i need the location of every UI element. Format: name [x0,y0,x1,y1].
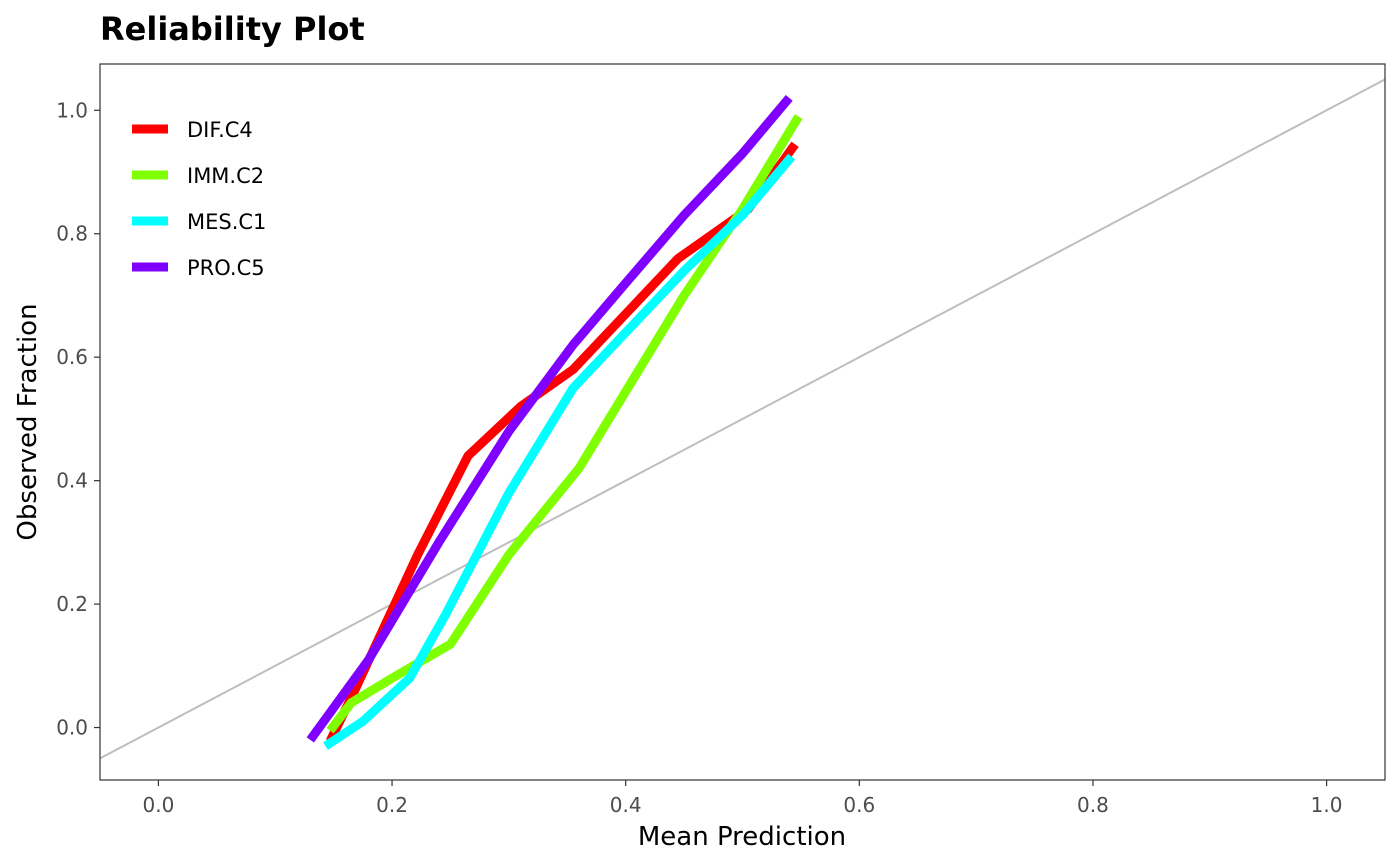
chart-title: Reliability Plot [100,10,365,48]
x-tick-label: 0.0 [143,793,175,817]
y-tick-label: 1.0 [56,98,88,122]
legend-label-mes-c1: MES.C1 [187,210,266,234]
y-axis: 0.0 0.2 0.4 0.6 0.8 1.0 [56,98,100,740]
x-axis-title: Mean Prediction [638,822,846,852]
y-axis-title: Observed Fraction [13,303,43,540]
series-line-pro-c5 [306,95,793,743]
x-tick-label: 0.4 [610,793,642,817]
y-tick-label: 0.0 [56,716,88,740]
reference-diagonal-line [100,78,1385,760]
series-line-mes-c1 [323,153,796,750]
x-tick-label: 0.6 [843,793,875,817]
plot-border [99,63,1386,781]
legend: DIF.C4 IMM.C2 MES.C1 PRO.C5 [132,118,266,280]
x-tick-label: 1.0 [1311,793,1343,817]
series-line-imm-c2 [326,114,803,734]
plot-content [100,78,1385,760]
y-tick-label: 0.4 [56,469,88,493]
y-tick-label: 0.6 [56,345,88,369]
legend-label-imm-c2: IMM.C2 [187,164,264,188]
y-tick-label: 0.8 [56,222,88,246]
x-tick-label: 0.2 [376,793,408,817]
y-tick-label: 0.2 [56,592,88,616]
legend-label-dif-c4: DIF.C4 [187,118,253,142]
x-tick-label: 0.8 [1077,793,1109,817]
legend-label-pro-c5: PRO.C5 [187,256,265,280]
plot-area [99,63,1386,781]
x-axis: 0.0 0.2 0.4 0.6 0.8 1.0 [143,780,1343,817]
